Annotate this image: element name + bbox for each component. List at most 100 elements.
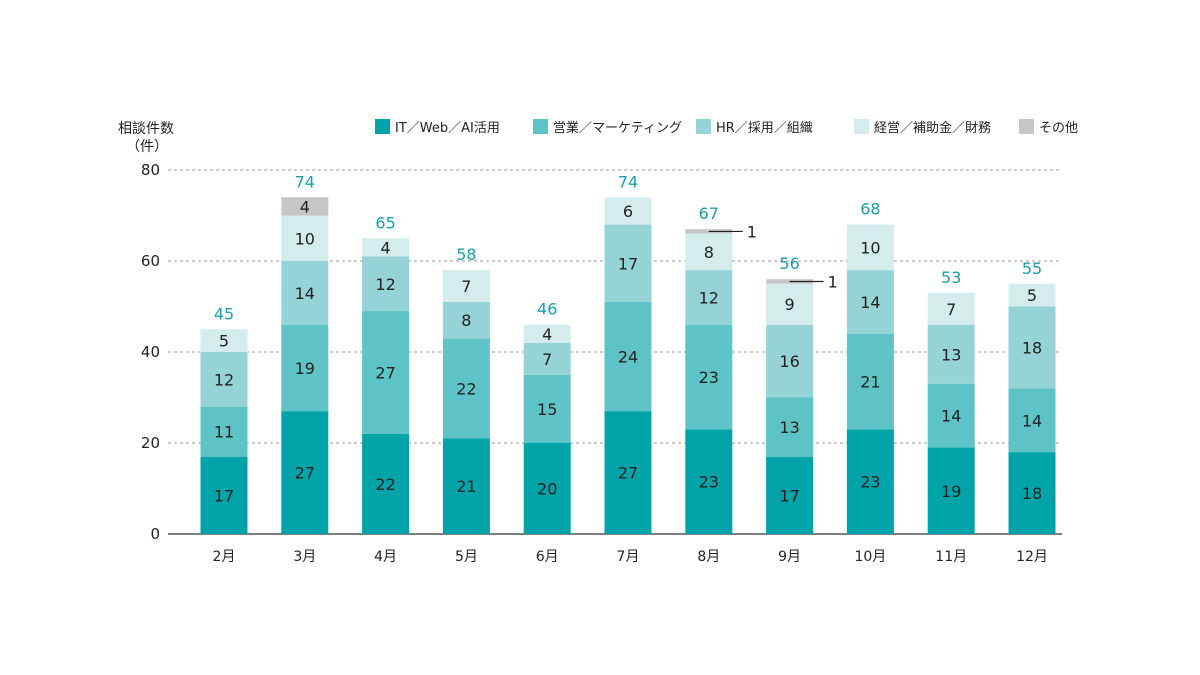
bar-segment: [442, 301, 490, 339]
gridlines: 0 20 40 60 80: [141, 161, 1062, 543]
segment-value-label: 6: [623, 202, 633, 221]
legend-swatch: [375, 119, 390, 134]
x-tick-label: 12月: [1016, 549, 1048, 565]
segment-value-label: 17: [779, 486, 799, 505]
bar-segment: [442, 338, 490, 439]
x-tick-label: 8月: [697, 549, 720, 565]
bar-segment: [281, 261, 329, 325]
legend-swatch: [696, 119, 711, 134]
bar-segment: [362, 256, 410, 312]
bar-segment: [766, 456, 814, 534]
segment-value-label: 27: [295, 464, 315, 483]
y-axis-title-line1: 相談件数: [118, 121, 174, 137]
bar-segment: [442, 438, 490, 534]
bar-segment: [1008, 283, 1056, 307]
bar-segment: [846, 270, 894, 334]
y-tick-label: 60: [141, 252, 160, 270]
segment-value-label: 27: [375, 363, 395, 382]
segment-value-label: 16: [779, 352, 799, 371]
bar-total-label: 55: [1022, 259, 1042, 278]
segment-value-label: 12: [214, 370, 234, 389]
bar-segment: [200, 456, 248, 534]
segment-value-label: 17: [618, 254, 638, 273]
x-tick-label: 2月: [213, 549, 236, 565]
legend-label: 経営／補助金／財務: [874, 120, 991, 136]
bar-segment: [523, 443, 571, 534]
bar-total-label: 56: [779, 254, 799, 273]
segment-value-label: 5: [219, 332, 229, 351]
segment-value-label: 4: [300, 197, 310, 216]
segment-value-label: 18: [1022, 338, 1042, 357]
bar-total-label: 65: [375, 213, 395, 232]
legend-swatch: [1019, 119, 1034, 134]
bar-segment: [200, 352, 248, 407]
legend-swatch: [533, 119, 548, 134]
bar-total-label: 46: [537, 300, 557, 319]
segment-value-label: 13: [941, 345, 961, 364]
segment-value-label: 7: [946, 300, 956, 319]
y-axis-title-line2: （件）: [126, 139, 168, 155]
legend-label: HR／採用／組織: [716, 121, 813, 136]
bar-total-label: 67: [699, 204, 719, 223]
legend-label: IT／Web／AI活用: [395, 121, 500, 136]
x-tick-label: 10月: [854, 549, 886, 565]
bar-segment: [846, 224, 894, 271]
segment-value-label: 7: [461, 277, 471, 296]
y-tick-label: 0: [150, 525, 160, 543]
segment-value-label: 20: [537, 480, 557, 499]
bar-segment: [927, 292, 975, 325]
bar-segment: [362, 433, 410, 534]
bar-segment: [685, 429, 733, 534]
bar-total-label: 45: [214, 304, 234, 323]
segment-value-label: 27: [618, 464, 638, 483]
y-tick-label: 20: [141, 434, 160, 452]
bar-segment: [281, 324, 329, 412]
legend-label: 営業／マーケティング: [553, 120, 682, 136]
segment-value-label: 7: [542, 350, 552, 369]
segment-value-label: 21: [860, 373, 880, 392]
bar-total-label: 58: [456, 245, 476, 264]
segment-value-label: 18: [1022, 484, 1042, 503]
bar-total-label: 68: [860, 200, 880, 219]
segment-value-label: 1: [747, 222, 757, 241]
bar-segment: [281, 411, 329, 534]
x-tick-label: 7月: [617, 549, 640, 565]
bar-total-label: 74: [618, 172, 638, 191]
segment-value-label: 14: [295, 284, 315, 303]
segment-value-label: 15: [537, 400, 557, 419]
segment-value-label: 23: [699, 368, 719, 387]
bar-segment: [766, 283, 814, 325]
segment-value-label: 8: [704, 243, 714, 262]
bar-segment: [442, 270, 490, 302]
bar-segment: [927, 383, 975, 448]
segment-value-label: 10: [295, 229, 315, 248]
segment-value-label: 4: [381, 238, 391, 257]
x-tick-label: 11月: [935, 549, 967, 565]
segment-value-label: 8: [461, 311, 471, 330]
x-tick-label: 9月: [778, 549, 801, 565]
segment-value-label: 24: [618, 348, 638, 367]
bar-segment: [1008, 306, 1056, 389]
legend-swatch: [854, 119, 869, 134]
x-tick-label: 5月: [455, 549, 478, 565]
x-tick-label: 3月: [293, 549, 316, 565]
x-tick-label: 6月: [536, 549, 559, 565]
segment-value-label: 10: [860, 238, 880, 257]
legend-label: その他: [1039, 121, 1078, 136]
bar-segment: [604, 224, 652, 302]
bars: 1711125452719141047422271246521228758201…: [200, 172, 1056, 534]
segment-value-label: 21: [456, 477, 476, 496]
y-tick-label: 80: [141, 161, 160, 179]
segment-value-label: 13: [779, 418, 799, 437]
bar-segment: [362, 238, 410, 257]
segment-value-label: 12: [375, 275, 395, 294]
y-tick-label: 40: [141, 343, 160, 361]
bar-segment: [604, 301, 652, 412]
bar-segment: [846, 333, 894, 430]
legend: IT／Web／AI活用 営業／マーケティング HR／採用／組織 経営／補助金／財務 その…: [375, 119, 1078, 136]
segment-value-label: 23: [699, 473, 719, 492]
segment-value-label: 12: [699, 288, 719, 307]
segment-value-label: 19: [941, 482, 961, 501]
bar-segment: [766, 397, 814, 457]
segment-value-label: 1: [828, 272, 838, 291]
